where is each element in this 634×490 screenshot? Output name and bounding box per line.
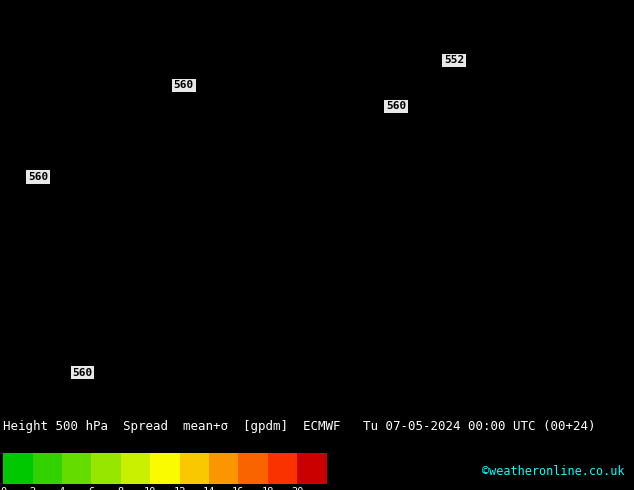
Text: 8: 8 [118, 487, 124, 490]
Text: 560: 560 [174, 80, 194, 90]
Bar [238, 453, 268, 484]
Text: 12: 12 [173, 487, 186, 490]
Bar [32, 453, 62, 484]
Bar [3, 453, 32, 484]
Text: 560: 560 [386, 101, 406, 111]
Text: 6: 6 [88, 487, 94, 490]
Bar [91, 453, 120, 484]
Text: ©weatheronline.co.uk: ©weatheronline.co.uk [482, 465, 624, 478]
Text: Height 500 hPa  Spread  mean+σ  [gpdm]  ECMWF   Tu 07-05-2024 00:00 UTC (00+24): Height 500 hPa Spread mean+σ [gpdm] ECMW… [3, 420, 596, 433]
Text: 560: 560 [28, 172, 48, 182]
Bar [268, 453, 297, 484]
Bar [120, 453, 150, 484]
Text: 14: 14 [203, 487, 215, 490]
Bar [150, 453, 179, 484]
Text: 16: 16 [232, 487, 245, 490]
Bar [209, 453, 238, 484]
Bar [179, 453, 209, 484]
Text: 552: 552 [444, 55, 464, 65]
Text: 10: 10 [144, 487, 157, 490]
Bar [297, 453, 327, 484]
Text: 560: 560 [72, 368, 93, 378]
Text: 0: 0 [0, 487, 6, 490]
Text: 2: 2 [29, 487, 36, 490]
Bar [62, 453, 91, 484]
Text: 20: 20 [291, 487, 303, 490]
Text: 4: 4 [59, 487, 65, 490]
Text: 18: 18 [261, 487, 274, 490]
